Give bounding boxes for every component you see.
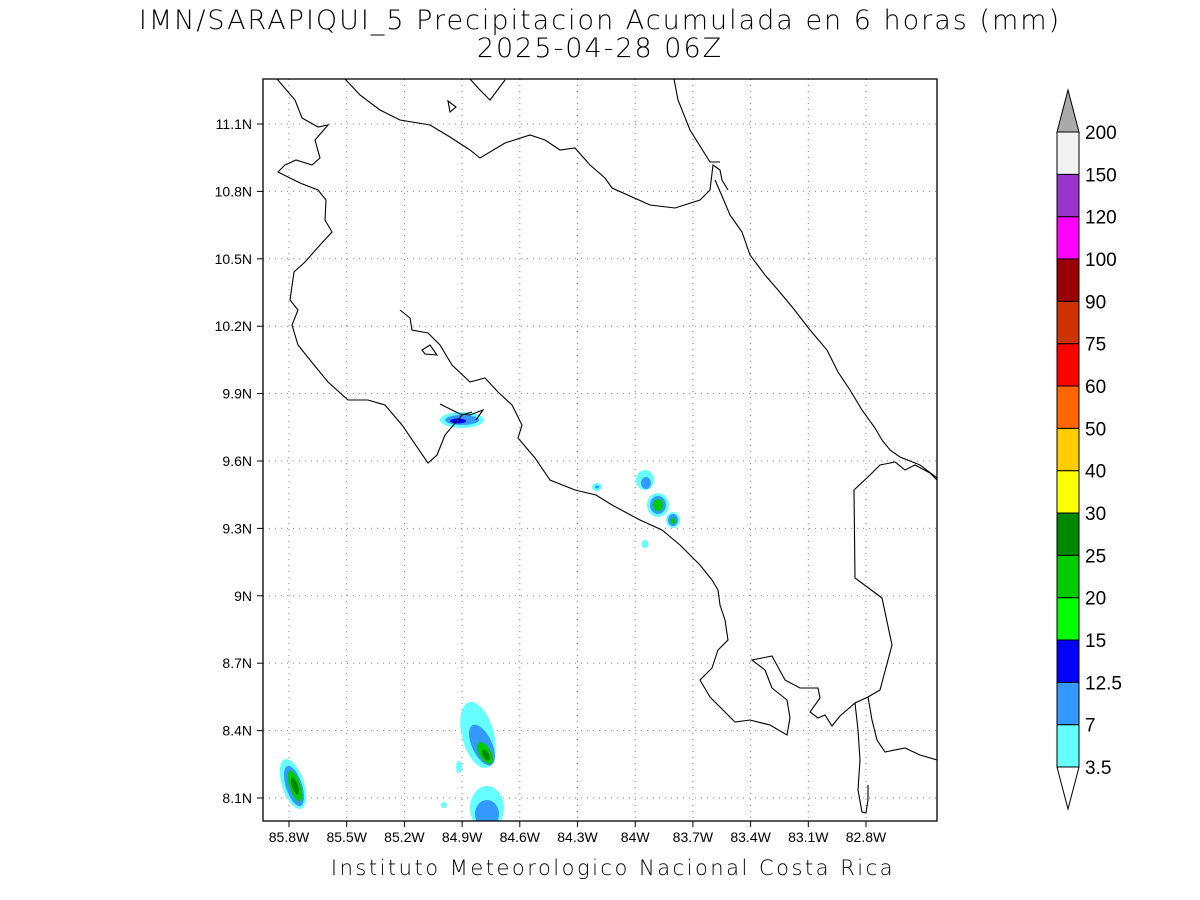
lon-tick-label: 85.8W (269, 829, 310, 845)
colorbar-overflow-triangle (1056, 88, 1080, 133)
colorbar-swatch (1056, 681, 1080, 726)
colorbar-swatch (1056, 173, 1080, 218)
colorbar-swatch (1056, 216, 1080, 260)
lon-tick-label: 83.4W (730, 829, 771, 845)
colorbar-swatch (1056, 724, 1080, 768)
precip-cell-nicoya (440, 412, 484, 428)
latitude-axis: 11.1N 10.8N 10.5N 10.2N 9.9N 9.6N 9.3N 9N 8.7N 8.… (215, 116, 263, 806)
colorbar: 3.5 7 12.5 15 20 25 30 40 50 60 75 90 100 120 150 200 (1056, 88, 1122, 811)
colorbar-label: 20 (1085, 589, 1106, 610)
colorbar-swatch (1056, 427, 1080, 472)
colorbar-label: 150 (1085, 165, 1117, 186)
lat-tick-label: 9.3N (222, 520, 252, 536)
colorbar-swatch (1056, 300, 1080, 345)
lon-tick-label: 85.2W (384, 829, 425, 845)
lon-tick-label: 82.8W (846, 829, 887, 845)
colorbar-label: 100 (1085, 250, 1117, 271)
colorbar-swatch (1056, 554, 1080, 599)
colorbar-swatch (1056, 512, 1080, 556)
lon-tick-label: 84W (621, 829, 651, 845)
colorbar-label: 200 (1085, 123, 1117, 144)
graticule (263, 79, 937, 821)
lat-tick-label: 10.2N (215, 318, 252, 334)
colorbar-swatch (1056, 131, 1080, 175)
coastline-borders (276, 79, 937, 814)
colorbar-label: 3.5 (1085, 758, 1111, 779)
colorbar-swatch (1056, 343, 1080, 387)
colorbar-label: 30 (1085, 504, 1106, 525)
lon-tick-label: 84.3W (557, 829, 598, 845)
colorbar-underflow-triangle (1056, 766, 1080, 811)
lon-tick-label: 84.9W (442, 829, 483, 845)
colorbar-label: 12.5 (1085, 673, 1122, 694)
lat-tick-label: 8.7N (222, 655, 252, 671)
colorbar-swatch (1056, 385, 1080, 429)
colorbar-label: 7 (1085, 716, 1096, 737)
precipitation-layer (279, 412, 680, 821)
precip-cell-central-pacific (592, 470, 680, 548)
lat-tick-label: 9.6N (222, 453, 252, 469)
lat-tick-label: 8.1N (222, 790, 252, 806)
lat-tick-label: 9N (234, 588, 252, 604)
footer-credit: Instituto Meteorologico Nacional Costa R… (330, 856, 896, 880)
colorbar-swatch (1056, 597, 1080, 641)
precip-cell-southwest (279, 759, 307, 809)
lat-tick-label: 9.9N (222, 386, 252, 402)
colorbar-label: 120 (1085, 208, 1117, 229)
lat-tick-label: 10.5N (215, 251, 252, 267)
lon-tick-label: 85.5W (326, 829, 367, 845)
map-subtitle: 2025-04-28 06Z (476, 33, 724, 64)
colorbar-label: 40 (1085, 462, 1106, 483)
colorbar-label: 75 (1085, 335, 1106, 356)
colorbar-label: 60 (1085, 377, 1106, 398)
longitude-axis: 85.8W 85.5W 85.2W 84.9W 84.6W 84.3W 84W 83.7W 83… (269, 821, 887, 845)
colorbar-label: 50 (1085, 419, 1106, 440)
precip-cell-osa (441, 701, 504, 821)
lat-tick-label: 10.8N (215, 183, 252, 199)
lon-tick-label: 83.7W (673, 829, 714, 845)
map-frame (262, 78, 938, 822)
lon-tick-label: 83.1W (788, 829, 829, 845)
colorbar-label: 25 (1085, 546, 1106, 567)
colorbar-swatch (1056, 639, 1080, 683)
map-title: IMN/SARAPIQUI_5 Precipitacion Acumulada … (138, 5, 1062, 36)
lat-tick-label: 8.4N (222, 723, 252, 739)
lon-tick-label: 84.6W (500, 829, 541, 845)
colorbar-swatch (1056, 258, 1080, 302)
colorbar-label: 15 (1085, 631, 1106, 652)
lat-tick-label: 11.1N (216, 116, 252, 132)
colorbar-swatch (1056, 470, 1080, 514)
colorbar-label: 90 (1085, 292, 1106, 313)
